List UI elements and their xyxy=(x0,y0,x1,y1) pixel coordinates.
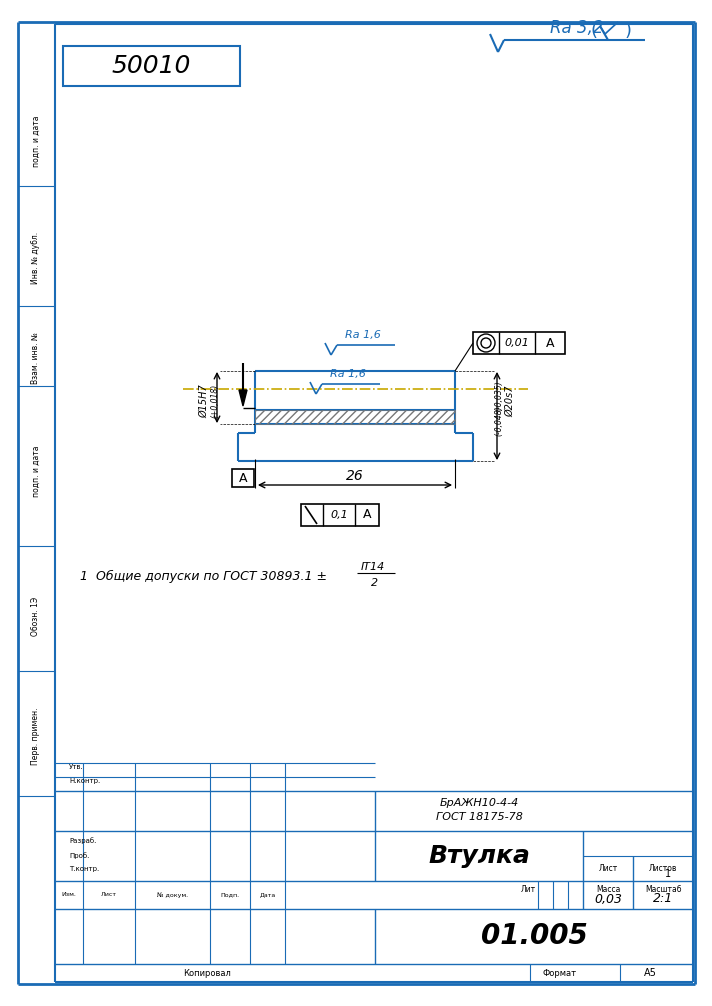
Text: (-0,048): (-0,048) xyxy=(495,405,503,437)
Text: 01.005: 01.005 xyxy=(481,923,587,951)
Text: Ra 1,6: Ra 1,6 xyxy=(345,330,381,340)
Text: ): ) xyxy=(624,22,632,40)
Text: (: ( xyxy=(590,22,597,40)
Text: Утв.: Утв. xyxy=(69,764,84,770)
Bar xyxy=(63,46,240,86)
Text: № докум.: № докум. xyxy=(157,892,188,897)
Text: Формат: Формат xyxy=(543,969,577,978)
Text: 0,03: 0,03 xyxy=(594,892,622,905)
Bar xyxy=(301,504,379,526)
Text: (+0,018): (+0,018) xyxy=(211,384,219,418)
Text: 0,01: 0,01 xyxy=(505,338,530,348)
Text: Проб.: Проб. xyxy=(69,853,90,859)
Text: БрАЖН10-4-4: БрАЖН10-4-4 xyxy=(439,798,518,808)
Text: Разраб.: Разраб. xyxy=(69,838,96,844)
Text: A5: A5 xyxy=(644,968,656,978)
Text: 2: 2 xyxy=(372,578,379,588)
Bar xyxy=(473,332,565,354)
Bar xyxy=(232,469,254,487)
Text: ГОСТ 18175-78: ГОСТ 18175-78 xyxy=(436,812,523,822)
Text: Взам. инв. №: Взам. инв. № xyxy=(31,332,41,384)
Text: Лит: Лит xyxy=(520,884,535,893)
Text: Масштаб: Масштаб xyxy=(645,884,681,893)
Text: Н.контр.: Н.контр. xyxy=(69,778,100,784)
Text: 0,1: 0,1 xyxy=(330,510,348,520)
Text: IT14: IT14 xyxy=(361,562,385,572)
Text: Лист: Лист xyxy=(101,892,117,897)
Text: Инв. № дубл.: Инв. № дубл. xyxy=(31,232,41,284)
Text: Ra 1,6: Ra 1,6 xyxy=(330,369,366,379)
Text: 26: 26 xyxy=(346,469,364,483)
Text: Ø20s7: Ø20s7 xyxy=(505,385,515,416)
Text: Перв. примен.: Перв. примен. xyxy=(31,707,41,765)
Text: 2:1: 2:1 xyxy=(653,892,673,905)
Text: 1: 1 xyxy=(665,869,671,879)
Text: Ra 3,2: Ra 3,2 xyxy=(550,19,604,37)
Text: подп. и дата: подп. и дата xyxy=(31,446,41,497)
Bar xyxy=(255,410,455,424)
Text: Т.контр.: Т.контр. xyxy=(69,866,99,872)
Text: Лист: Лист xyxy=(598,864,617,873)
FancyArrow shape xyxy=(239,390,247,406)
Text: Дата: Дата xyxy=(259,892,276,897)
Text: Листов: Листов xyxy=(649,864,677,873)
Text: Втулка: Втулка xyxy=(428,844,530,868)
Text: 50010: 50010 xyxy=(112,54,192,78)
Text: Копировал: Копировал xyxy=(184,969,231,978)
Text: A: A xyxy=(546,336,554,349)
Text: Изм.: Изм. xyxy=(61,892,76,897)
Text: (-0,035): (-0,035) xyxy=(495,380,503,411)
Text: 1  Общие допуски по ГОСТ 30893.1 ±: 1 Общие допуски по ГОСТ 30893.1 ± xyxy=(80,569,327,582)
Text: Масса: Масса xyxy=(596,884,620,893)
Text: Обозн. 1Э: Обозн. 1Э xyxy=(31,597,41,636)
Text: A: A xyxy=(239,472,247,485)
Text: подп. и дата: подп. и дата xyxy=(31,116,41,167)
Text: Подп.: Подп. xyxy=(221,892,239,897)
Text: A: A xyxy=(362,508,371,521)
Text: Ø15H7: Ø15H7 xyxy=(199,384,209,417)
